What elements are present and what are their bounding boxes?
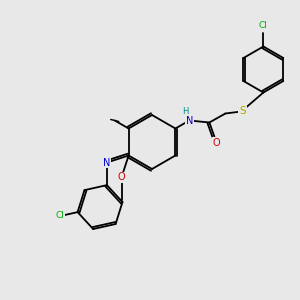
Text: S: S xyxy=(239,106,246,116)
Text: O: O xyxy=(213,137,220,148)
Text: O: O xyxy=(118,172,125,182)
Text: Cl: Cl xyxy=(56,211,64,220)
Text: Cl: Cl xyxy=(259,21,268,30)
Text: N: N xyxy=(186,116,193,125)
Text: N: N xyxy=(103,158,110,168)
Text: H: H xyxy=(182,107,189,116)
